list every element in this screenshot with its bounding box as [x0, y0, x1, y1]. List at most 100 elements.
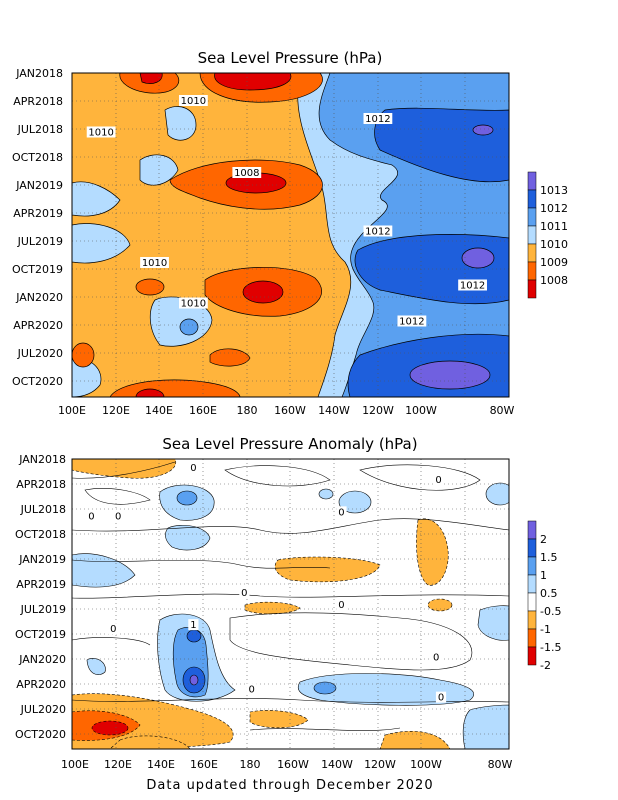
bottom-ytick-3: OCT2018 — [15, 528, 66, 541]
bottom-contour-label-bg-1 — [433, 474, 444, 486]
bottom-cbar-label-1: 1 — [540, 569, 547, 582]
bottom-neg-1 — [72, 459, 177, 479]
bottom-pos-5 — [485, 482, 509, 506]
top-pocket-blue-2 — [72, 223, 131, 264]
bottom-contour-label-5: 0 — [241, 588, 247, 599]
bottom-cbar-swatch-3 — [527, 574, 537, 594]
bottom-plot-frame — [71, 458, 510, 750]
bottom-pos-4 — [318, 488, 334, 500]
top-xtick-3: 160E — [189, 404, 217, 417]
top-cbar-swatch-3 — [527, 225, 537, 245]
bottom-contour-label-bg-10 — [246, 683, 257, 695]
top-contour-label-bg-5 — [140, 257, 169, 268]
bottom-gridlines — [72, 459, 509, 749]
top-contour-label-3: 1008 — [234, 168, 259, 179]
bottom-pos-10 — [86, 658, 106, 675]
top-spot-purple-3 — [409, 360, 491, 390]
bottom-pos-11 — [462, 704, 509, 749]
bottom-contour-label-2: 0 — [115, 511, 121, 522]
bottom-x-ticks: 100E 120E 140E 160E 180 160W 140W 120W 1… — [61, 758, 513, 771]
bottom-xtick-4: 180 — [240, 758, 261, 771]
bottom-pos-1b — [176, 490, 198, 506]
bottom-ytick-11: OCT2020 — [15, 728, 66, 741]
top-chart-plot-area — [72, 73, 509, 397]
bottom-pos-3 — [338, 490, 372, 514]
top-xtick-1: 120E — [102, 404, 130, 417]
bottom-chart-plot-area — [72, 459, 509, 749]
top-contour-label-bg-0 — [178, 95, 208, 106]
top-ytick-3: OCT2018 — [12, 151, 63, 164]
bottom-cbar-swatch-5 — [527, 610, 537, 630]
top-contour-label-4: 1012 — [365, 227, 390, 238]
bottom-cbar-swatch-6 — [527, 628, 537, 648]
bottom-cbar-label-2: 2 — [540, 533, 547, 546]
bottom-contour-label-bg-2 — [113, 510, 124, 522]
top-contour-label-5: 1010 — [142, 258, 167, 269]
bottom-cbar-label-1.5: 1.5 — [540, 551, 558, 564]
top-patch-1009f — [72, 342, 95, 368]
bottom-xtick-5: 160W — [277, 758, 309, 771]
bottom-pos-8b — [313, 681, 337, 695]
bottom-contour-label-9: 0 — [433, 652, 439, 663]
top-ytick-1: APR2018 — [13, 95, 63, 108]
top-ytick-8: JAN2020 — [15, 291, 63, 304]
bottom-contour-label-bg-9 — [431, 651, 442, 663]
top-pocket-blue-6 — [179, 318, 199, 336]
bottom-cbar-swatch-0 — [527, 520, 537, 540]
footer-update-note: Data updated through December 2020 — [146, 778, 433, 793]
bottom-xtick-3: 160E — [190, 758, 218, 771]
bottom-contour-label-8: 1 — [190, 620, 196, 631]
bottom-chart-title: Sea Level Pressure Anomaly (hPa) — [162, 435, 417, 453]
top-contour-label-0: 1010 — [181, 96, 206, 107]
bottom-cbar-label-neg1.5: -1.5 — [540, 641, 561, 654]
bottom-neg-10 — [109, 735, 191, 749]
top-spot-purple-2 — [461, 247, 495, 269]
top-ytick-9: APR2020 — [13, 319, 63, 332]
bottom-contour-label-10: 0 — [248, 685, 254, 696]
bottom-pos-8 — [297, 673, 475, 706]
top-contour-label-7: 1010 — [181, 299, 206, 310]
top-xtick-2: 140E — [145, 404, 173, 417]
bottom-cbar-label-neg0.5: -0.5 — [540, 605, 561, 618]
top-ytick-11: OCT2020 — [12, 375, 63, 388]
top-colorbar: 1013 1012 1011 1010 1009 1008 — [527, 171, 568, 299]
bottom-contour-label-bg-0 — [188, 462, 199, 474]
bottom-xtick-6: 140W — [321, 758, 353, 771]
top-cbar-label-1013: 1013 — [540, 184, 568, 197]
top-y-ticks: JAN2018 APR2018 JUL2018 OCT2018 JAN2019 … — [12, 67, 63, 388]
top-x-ticks: 100E 120E 140E 160E 180 160W 140W 120W 1… — [58, 404, 515, 417]
bottom-contour-label-1: 0 — [435, 475, 441, 486]
top-cbar-swatch-6 — [527, 279, 537, 299]
top-ytick-4: JAN2019 — [15, 179, 63, 192]
bottom-contour-label-7: 0 — [110, 624, 116, 635]
bottom-y-ticks: JAN2018 APR2018 JUL2018 OCT2018 JAN2019 … — [15, 453, 66, 741]
bottom-xtick-0: 100E — [61, 758, 89, 771]
bottom-pos-9 — [477, 605, 509, 641]
top-contour-label-bg-2 — [363, 113, 393, 124]
bottom-ytick-4: JAN2019 — [18, 553, 66, 566]
top-core-1008e — [135, 388, 165, 397]
bottom-neg-2 — [274, 556, 381, 583]
top-xtick-0: 100E — [58, 404, 86, 417]
top-pocket-blue-4 — [164, 106, 197, 141]
bottom-cbar-label-neg2: -2 — [540, 659, 551, 672]
bottom-contour-label-3: 0 — [338, 507, 344, 518]
bottom-contour-label-0: 0 — [190, 463, 196, 474]
top-cbar-swatch-4 — [527, 243, 537, 263]
top-xtick-9: 80W — [490, 404, 515, 417]
bottom-contour-label-bg-8 — [188, 619, 199, 631]
top-plot-frame — [71, 72, 510, 398]
bottom-contour-label-11: 0 — [438, 693, 444, 704]
bottom-ytick-7: OCT2019 — [15, 628, 66, 641]
top-core-1008b — [214, 73, 292, 91]
top-cbar-swatch-0 — [527, 171, 537, 191]
bottom-pos-2 — [165, 525, 211, 551]
top-cbar-label-1009: 1009 — [540, 256, 568, 269]
bottom-contour-label-bg-4 — [86, 510, 97, 522]
top-ytick-6: JUL2019 — [17, 235, 63, 248]
top-patch-1009e — [135, 278, 165, 296]
top-ytick-2: JUL2018 — [17, 123, 63, 136]
top-contour-label-bg-1 — [86, 126, 116, 138]
top-contour-label-bg-6 — [458, 279, 487, 291]
